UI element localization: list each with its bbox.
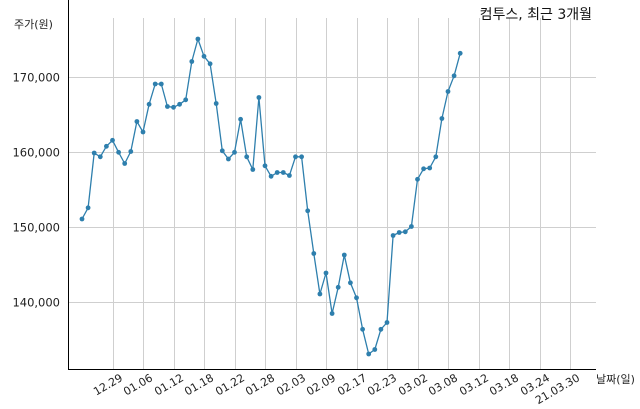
data-point: [421, 166, 426, 172]
data-point: [360, 326, 365, 332]
x-tick-label: 02.09: [304, 371, 338, 398]
data-point: [79, 216, 85, 222]
axes: [68, 0, 596, 370]
y-axis-title: 주가(원): [14, 18, 53, 31]
data-point: [457, 50, 463, 56]
x-tick-label: 02.17: [335, 371, 369, 398]
data-point: [445, 89, 451, 94]
data-point: [384, 320, 390, 325]
data-point: [287, 173, 292, 178]
data-point: [409, 224, 414, 229]
data-point: [311, 251, 317, 256]
data-point: [268, 173, 274, 179]
data-point: [232, 149, 237, 155]
data-point: [195, 36, 201, 42]
data-point: [165, 104, 170, 109]
data-point: [366, 351, 372, 357]
data-point: [250, 167, 256, 172]
data-point: [238, 116, 244, 122]
x-tick-label: 12.29: [91, 371, 125, 398]
data-point: [274, 170, 280, 175]
data-point: [427, 165, 433, 171]
chart-title: 컴투스, 최근 3개월: [480, 7, 592, 23]
series: [79, 36, 463, 357]
data-point: [146, 101, 152, 107]
data-point: [348, 280, 353, 286]
y-tick-label: 170,000: [12, 71, 60, 85]
data-point: [372, 347, 378, 352]
data-point: [299, 154, 304, 160]
data-point: [128, 149, 134, 154]
data-point: [415, 176, 420, 182]
x-tick-label: 01.18: [182, 371, 216, 398]
x-tick-labels: 12.2901.0601.1201.1801.2201.2802.0302.09…: [91, 371, 582, 407]
series-line: [81, 38, 461, 355]
data-point: [110, 137, 115, 143]
data-point: [104, 143, 109, 149]
x-axis-title: 날짜(일): [596, 372, 635, 386]
data-point: [293, 154, 298, 160]
data-point: [280, 170, 286, 175]
data-point: [207, 61, 213, 67]
x-tick-label: 03.12: [457, 371, 491, 398]
x-tick-label: 01.12: [152, 371, 186, 398]
data-point: [97, 154, 103, 160]
data-point: [152, 81, 158, 87]
x-tick-label: 03.08: [426, 371, 460, 398]
data-point: [171, 104, 176, 110]
x-tick-label: 02.03: [274, 371, 308, 398]
x-tick-label: 01.22: [213, 371, 247, 398]
data-point: [341, 252, 347, 258]
data-point: [378, 326, 384, 332]
data-point: [317, 291, 323, 297]
data-point: [116, 149, 121, 155]
data-point: [201, 53, 207, 59]
data-point: [323, 270, 329, 276]
data-point: [189, 59, 195, 64]
data-point: [140, 129, 146, 135]
data-point: [134, 119, 140, 124]
data-point: [329, 311, 335, 316]
y-tick-labels: 140,000 150,000 160,000 170,000: [12, 71, 60, 310]
data-point: [244, 154, 250, 160]
data-point: [158, 81, 164, 87]
data-point: [439, 116, 445, 121]
data-point: [177, 101, 183, 107]
gridlines: [68, 18, 596, 369]
data-point: [396, 230, 402, 235]
x-tick-label: 03.02: [396, 371, 430, 398]
data-point: [262, 163, 268, 169]
data-point: [219, 148, 225, 154]
data-point: [390, 233, 396, 238]
data-point: [451, 73, 457, 79]
x-tick-label: 01.28: [243, 371, 277, 398]
data-point: [256, 95, 262, 100]
data-point: [183, 97, 189, 103]
data-point: [305, 208, 311, 214]
data-point: [433, 154, 439, 160]
y-tick-label: 140,000: [12, 296, 60, 310]
data-point: [402, 229, 408, 235]
x-tick-label: 02.23: [365, 371, 399, 398]
data-point: [91, 150, 97, 156]
data-point: [122, 161, 128, 166]
y-tick-label: 150,000: [12, 221, 60, 235]
x-tick-label: 01.06: [121, 371, 155, 398]
data-point: [213, 101, 219, 106]
data-point: [335, 284, 341, 290]
data-point: [226, 156, 231, 162]
data-point: [85, 205, 91, 211]
data-point: [354, 295, 359, 301]
y-tick-label: 160,000: [12, 146, 60, 160]
x-tick-label: 03.18: [487, 371, 521, 398]
